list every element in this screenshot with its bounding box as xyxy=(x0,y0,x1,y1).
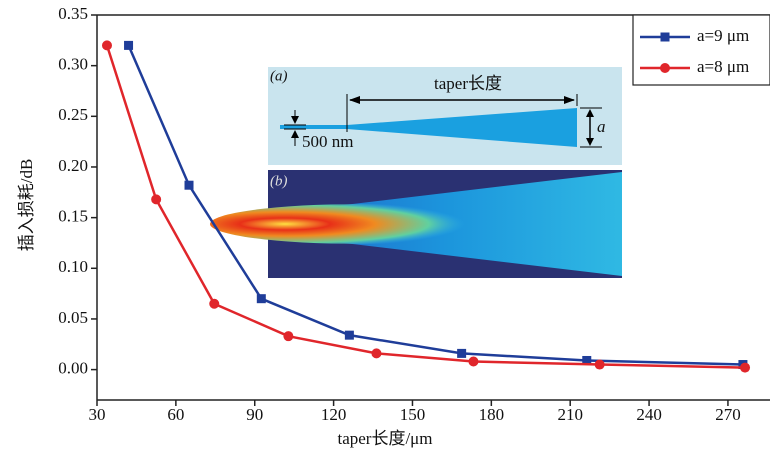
marker xyxy=(124,40,134,50)
x-tick-label: 60 xyxy=(167,405,184,424)
marker xyxy=(283,331,294,342)
annotation: taper长度 xyxy=(434,74,502,93)
legend-marker xyxy=(660,32,670,42)
y-tick-label: 0.15 xyxy=(58,207,88,226)
legend-marker xyxy=(660,63,670,73)
legend-label: a=9 μm xyxy=(697,26,749,45)
y-tick-label: 0.00 xyxy=(58,359,88,378)
x-tick-label: 150 xyxy=(400,405,426,424)
y-axis-label: 插入损耗/dB xyxy=(17,159,36,252)
marker xyxy=(344,330,354,340)
marker xyxy=(740,362,751,373)
legend-box xyxy=(632,14,770,86)
x-tick-label: 120 xyxy=(321,405,347,424)
x-tick-label: 210 xyxy=(557,405,583,424)
marker xyxy=(151,194,162,205)
y-tick-label: 0.20 xyxy=(58,156,88,175)
y-tick-label: 0.05 xyxy=(58,308,88,327)
annotation: (a) xyxy=(270,68,288,84)
marker xyxy=(101,40,112,51)
marker xyxy=(468,356,479,367)
x-tick-label: 180 xyxy=(479,405,505,424)
annotation: 500 nm xyxy=(302,132,353,151)
marker xyxy=(256,294,266,304)
inset-b: (b) xyxy=(210,170,622,278)
inset-a: (a) taper长度 500 nm a xyxy=(268,67,622,165)
y-tick-label: 0.25 xyxy=(58,105,88,124)
annotation: (b) xyxy=(270,173,288,189)
marker xyxy=(184,180,194,190)
x-axis-label: taper长度/μm xyxy=(337,429,432,448)
marker xyxy=(457,348,467,358)
y-tick-label: 0.10 xyxy=(58,257,88,276)
x-tick-label: 240 xyxy=(636,405,662,424)
marker xyxy=(209,298,220,309)
x-tick-label: 270 xyxy=(715,405,741,424)
y-tick-label: 0.30 xyxy=(58,55,88,74)
marker xyxy=(594,359,605,370)
marker xyxy=(582,355,592,365)
y-tick-label: 0.35 xyxy=(58,4,88,23)
series-line xyxy=(105,45,746,369)
marker xyxy=(371,348,382,359)
annotation: a xyxy=(597,117,606,136)
legend-label: a=8 μm xyxy=(697,57,749,76)
x-tick-label: 90 xyxy=(246,405,263,424)
x-tick-label: 30 xyxy=(89,405,106,424)
